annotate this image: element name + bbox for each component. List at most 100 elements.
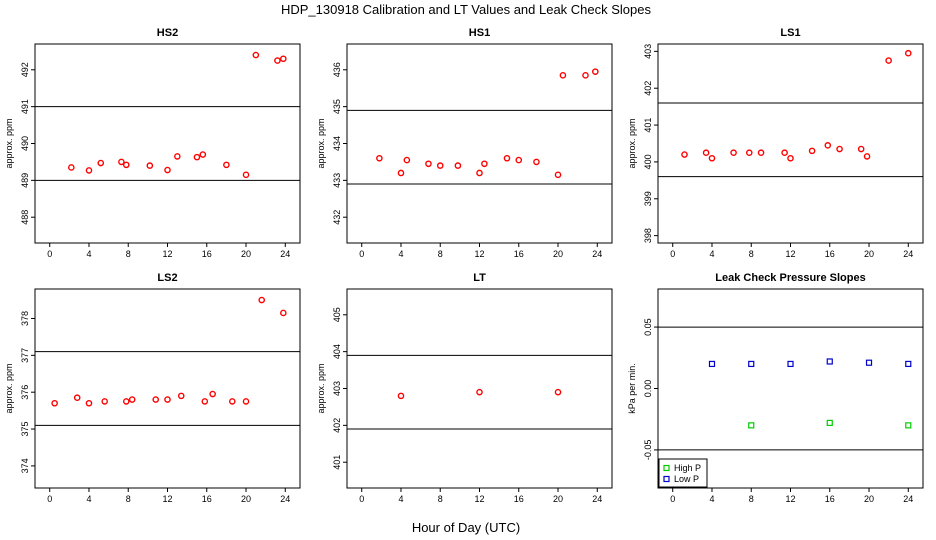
data-point [905,360,912,368]
data-point [533,158,540,166]
y-tick-label: 400 [643,154,653,169]
data-point [403,156,411,164]
x-tick-label: 4 [709,249,714,259]
plot-frame [34,288,301,489]
data-point [885,57,892,64]
y-tick-label: 398 [643,228,653,243]
data-point [146,162,154,169]
y-tick-label: 401 [643,118,653,133]
data-point [904,49,912,57]
y-tick-label: 375 [20,422,30,437]
data-point [559,72,567,79]
data-point [826,358,833,365]
data-point [787,360,794,368]
data-point [865,359,873,366]
data-point [592,68,599,75]
data-point [748,360,755,368]
y-tick-label: 377 [20,348,30,363]
y-axis-label: kPa per min. [627,363,637,414]
data-point [101,398,108,405]
x-tick-label: 20 [553,494,563,504]
x-tick-label: 12 [785,494,795,504]
x-tick-label: 16 [202,249,212,259]
data-point [476,169,483,177]
y-axis-label: approx. ppm [4,118,14,168]
data-point [757,149,765,157]
data-point [787,154,794,162]
y-axis-label: approx. ppm [316,363,326,413]
x-tick-label: 24 [592,249,602,259]
legend-label: High P [674,463,701,473]
y-tick-label: 403 [332,381,342,396]
legend-marker [663,475,670,483]
x-tick-label: 0 [670,494,675,504]
x-tick-label: 0 [47,494,52,504]
data-point [177,392,185,400]
plot-frame [34,43,301,244]
y-tick-label: 402 [332,418,342,433]
data-point [554,388,562,396]
data-point [708,154,716,162]
x-tick-label: 4 [86,494,91,504]
data-point [708,360,716,368]
x-tick-label: 8 [438,249,443,259]
data-point [436,162,444,169]
y-tick-label: 490 [20,136,30,151]
data-point [164,166,171,174]
x-tick-label: 20 [241,494,251,504]
y-tick-label: 401 [332,455,342,470]
data-point [781,149,788,157]
plot-frame [657,43,924,244]
data-point [242,171,250,179]
data-point [503,154,511,162]
x-tick-label: 16 [514,249,524,259]
data-point [193,153,201,161]
data-point [857,145,865,153]
chart-panel-3: LS1 approx. ppm 0 4 8 12 16 20 24 398 399 400 401 402… [627,27,924,259]
data-point [476,388,483,396]
panel-title: HS1 [469,27,490,39]
y-tick-label: 433 [332,173,342,188]
y-axis-label: approx. ppm [627,118,637,168]
data-point [748,422,755,429]
x-tick-label: 24 [903,494,913,504]
x-tick-label: 24 [280,249,290,259]
data-point [242,398,250,405]
legend-box [658,458,708,488]
data-point [174,153,181,160]
data-point [223,161,230,169]
data-point [122,161,130,169]
chart-panel-1: HS2 approx. ppm 0 4 8 12 16 20 24 488 489 490 491 492 [4,27,301,259]
data-point [85,167,93,174]
chart-panel-5: LT approx. ppm 0 4 8 12 16 20 24 401 402 403 404 405 [316,272,613,504]
data-point [252,51,260,59]
y-tick-label: 491 [20,99,30,114]
data-point [808,147,816,155]
y-tick-label: 403 [643,44,653,59]
y-tick-label: 404 [332,344,342,359]
x-tick-label: 0 [359,249,364,259]
x-tick-label: 20 [241,249,251,259]
x-tick-label: 16 [825,494,835,504]
data-point [68,164,75,171]
data-point [199,151,207,158]
x-tick-label: 0 [359,494,364,504]
y-tick-label: 436 [332,62,342,77]
y-tick-label: 0.05 [643,318,653,336]
x-tick-label: 4 [709,494,714,504]
data-point [454,162,462,169]
x-tick-label: 20 [864,249,874,259]
x-tick-label: 4 [398,249,403,259]
chart-panel-6: Leak Check Pressure Slopes kPa per min. 0 4… [627,272,924,504]
panel-title: LS1 [780,27,800,39]
data-point [397,392,405,400]
data-point [274,57,281,64]
data-point [228,398,236,405]
x-tick-label: 12 [785,249,795,259]
chart-panel-4: LS2 approx. ppm 0 4 8 12 16 20 24 374 375 376 377 378 [4,272,301,504]
figure-x-axis-label: Hour of Day (UTC) [412,520,520,535]
data-point [826,419,833,426]
y-tick-label: 435 [332,99,342,114]
